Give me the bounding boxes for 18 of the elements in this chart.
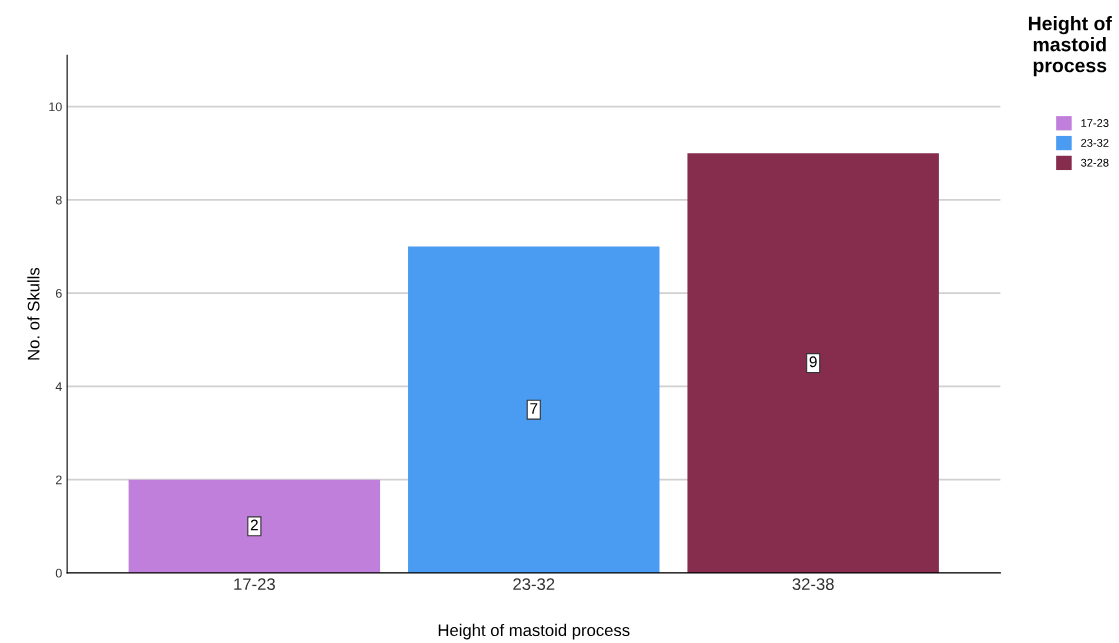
y-tick-label: 2 bbox=[55, 475, 62, 485]
y-axis-title: No. of Skulls bbox=[27, 267, 40, 360]
y-tick-label: 0 bbox=[55, 568, 62, 578]
y-tick-label: 10 bbox=[49, 102, 62, 112]
y-tick-label: 8 bbox=[55, 195, 62, 205]
data-label: 2 bbox=[250, 519, 258, 531]
legend-label: 17-23 bbox=[1081, 119, 1109, 127]
legend-label: 32-28 bbox=[1081, 158, 1109, 167]
x-tick-label: 17-23 bbox=[234, 578, 275, 591]
x-axis-title: Height of mastoid process bbox=[438, 623, 630, 640]
data-label: 7 bbox=[530, 403, 538, 414]
legend-title: Height of mastoid process bbox=[1028, 16, 1112, 77]
x-tick-label: 32-38 bbox=[792, 578, 834, 591]
legend-label: 23-32 bbox=[1081, 138, 1109, 147]
y-tick-label: 6 bbox=[55, 288, 62, 298]
y-tick-label: 4 bbox=[55, 382, 62, 391]
x-tick-label: 23-32 bbox=[513, 578, 555, 591]
data-label: 9 bbox=[809, 356, 817, 368]
